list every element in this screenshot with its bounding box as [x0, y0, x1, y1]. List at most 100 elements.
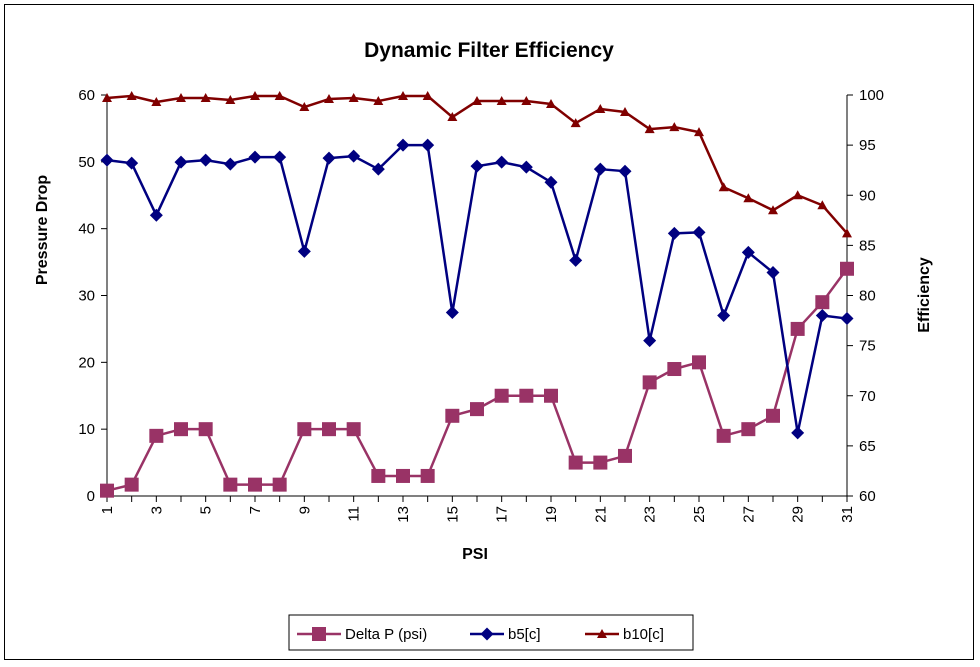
data-point [470, 159, 484, 173]
x-tick-label: 7 [247, 506, 264, 514]
y-axis-title: Pressure Drop [34, 175, 51, 285]
data-point [420, 468, 435, 483]
data-point [445, 306, 459, 320]
data-point [692, 355, 706, 370]
data-point [396, 138, 410, 152]
x-tick-label: 21 [592, 506, 609, 523]
data-point [299, 102, 310, 112]
data-point [373, 96, 384, 106]
data-point [546, 99, 556, 109]
data-point [496, 96, 507, 106]
data-point [174, 422, 188, 437]
data-point [644, 124, 655, 134]
y2-tick-label: 75 [859, 338, 876, 355]
data-point [766, 408, 780, 423]
x-tick-label: 25 [691, 506, 708, 523]
data-point [347, 149, 361, 163]
y2-tick-label: 70 [859, 388, 876, 405]
data-point [643, 334, 657, 348]
x-axis-title: PSI [462, 546, 488, 563]
data-point [694, 127, 704, 137]
x-axis-ticks: 1 3 5 7 9 11 13 15 17 19 21 23 25 27 29 31 [99, 496, 856, 523]
legend-label: b5[c] [508, 626, 541, 643]
data-point [348, 93, 359, 103]
data-point [667, 362, 682, 377]
y2-tick-label: 90 [859, 187, 876, 204]
x-tick-label: 31 [839, 506, 856, 523]
data-point [768, 205, 778, 215]
series-3 [102, 91, 852, 238]
data-point [618, 448, 632, 463]
data-point [273, 150, 287, 164]
series-1 [100, 261, 854, 498]
x-tick-label: 13 [395, 506, 412, 523]
chart: Dynamic Filter Efficiency 0 10 20 30 40 50 60 … [34, 39, 933, 651]
data-point [568, 455, 583, 470]
data-point [717, 309, 731, 323]
right-axis-ticks: 60 65 70 75 80 85 90 95 100 [847, 87, 884, 505]
data-point [495, 155, 509, 169]
data-point [421, 138, 435, 152]
data-point [593, 162, 607, 176]
data-point [620, 107, 630, 117]
data-point [766, 265, 780, 279]
series-line [106, 143, 848, 435]
data-point [371, 468, 386, 483]
y-tick-label: 50 [78, 154, 95, 171]
data-point [102, 93, 112, 103]
data-point [149, 428, 164, 443]
chart-frame: Dynamic Filter Efficiency 0 10 20 30 40 50 60 … [4, 4, 974, 660]
y2-axis-title: Efficiency [916, 257, 933, 333]
y-tick-label: 60 [78, 87, 95, 104]
y-tick-label: 30 [78, 288, 95, 305]
data-point [521, 96, 532, 106]
data-point [569, 253, 583, 267]
data-point [297, 422, 312, 437]
x-tick-label: 15 [444, 506, 461, 523]
y2-tick-label: 65 [859, 438, 876, 455]
data-point [200, 93, 211, 103]
data-point [274, 91, 285, 101]
y-tick-label: 40 [78, 221, 95, 238]
series-line [106, 268, 849, 492]
data-point [618, 164, 632, 178]
data-point [198, 422, 213, 437]
x-tick-label: 11 [346, 506, 363, 522]
y2-tick-label: 85 [859, 237, 876, 254]
data-point [842, 228, 852, 238]
data-point [741, 422, 756, 437]
data-point [225, 95, 236, 105]
data-point [447, 112, 458, 122]
data-point [718, 182, 729, 192]
data-point [669, 122, 680, 132]
data-point [248, 150, 262, 164]
data-point [472, 96, 482, 106]
x-tick-label: 23 [642, 506, 659, 523]
legend: Delta P (psi) b5[c] b10[c] [288, 614, 694, 651]
y-tick-label: 10 [78, 421, 95, 438]
data-point [840, 261, 854, 276]
series-layer [100, 91, 854, 498]
data-point [692, 225, 706, 239]
data-point [593, 455, 608, 470]
chart-title: Dynamic Filter Efficiency [364, 39, 614, 62]
axes [106, 95, 848, 497]
data-point [716, 428, 731, 443]
data-point [519, 160, 533, 174]
data-point [248, 477, 262, 492]
data-point [667, 226, 681, 240]
data-point [815, 295, 830, 310]
data-point [815, 309, 829, 323]
data-point [595, 104, 606, 114]
x-tick-label: 19 [543, 506, 560, 523]
y2-tick-label: 60 [859, 488, 876, 505]
data-point [791, 426, 805, 440]
data-point [322, 422, 336, 437]
data-point [250, 91, 260, 101]
left-axis-ticks: 0 10 20 30 40 50 60 [78, 87, 107, 505]
data-point [124, 477, 139, 492]
legend-label: Delta P (psi) [345, 626, 427, 643]
data-point [223, 157, 237, 171]
data-point [544, 388, 558, 403]
data-point [100, 153, 114, 167]
